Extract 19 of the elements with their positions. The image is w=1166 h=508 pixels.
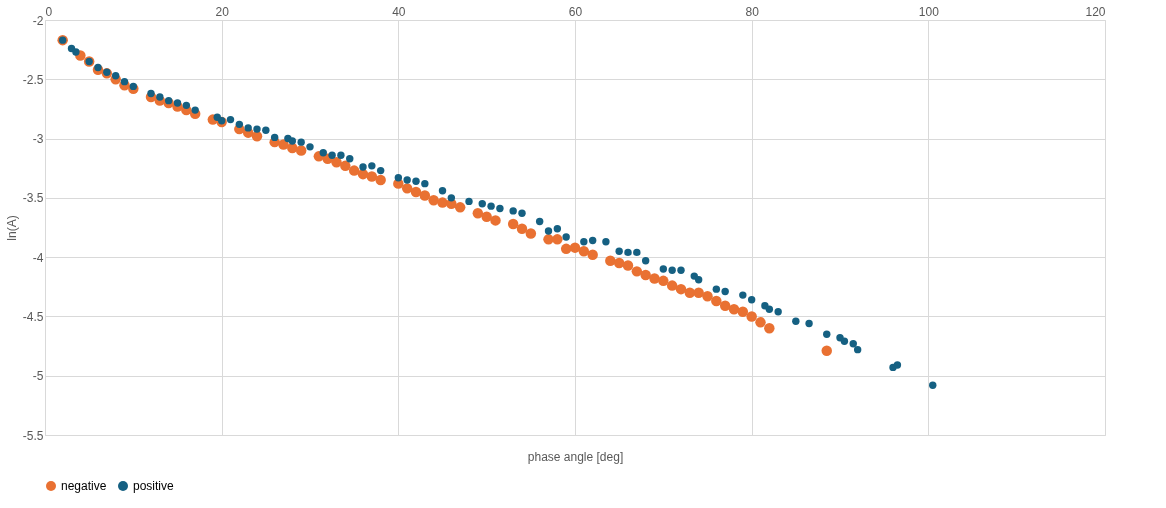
x-tick-label: 100 — [918, 4, 940, 19]
x-tick-label: 40 — [392, 4, 406, 19]
y-tick-label: -2 — [32, 13, 44, 28]
x-tick-label: 20 — [215, 4, 230, 19]
y-tick-label: -3 — [32, 132, 44, 147]
y-tick-label: -5.5 — [22, 428, 44, 443]
y-tick-label: -4 — [32, 250, 44, 265]
x-axis-title: phase angle [deg] — [527, 449, 624, 464]
x-tick-label: 120 — [1085, 4, 1106, 19]
y-axis-title: ln(A) — [4, 215, 19, 241]
y-tick-label: -2.5 — [22, 72, 44, 87]
x-tick-label: 80 — [745, 4, 760, 19]
legend-label: positive — [133, 479, 175, 493]
y-tick-label: -4.5 — [22, 309, 44, 324]
y-tick-label: -5 — [32, 369, 44, 384]
legend-label: negative — [61, 479, 107, 493]
x-tick-label: 0 — [45, 4, 53, 19]
y-tick-label: -3.5 — [22, 191, 44, 206]
x-tick-label: 60 — [568, 4, 583, 19]
